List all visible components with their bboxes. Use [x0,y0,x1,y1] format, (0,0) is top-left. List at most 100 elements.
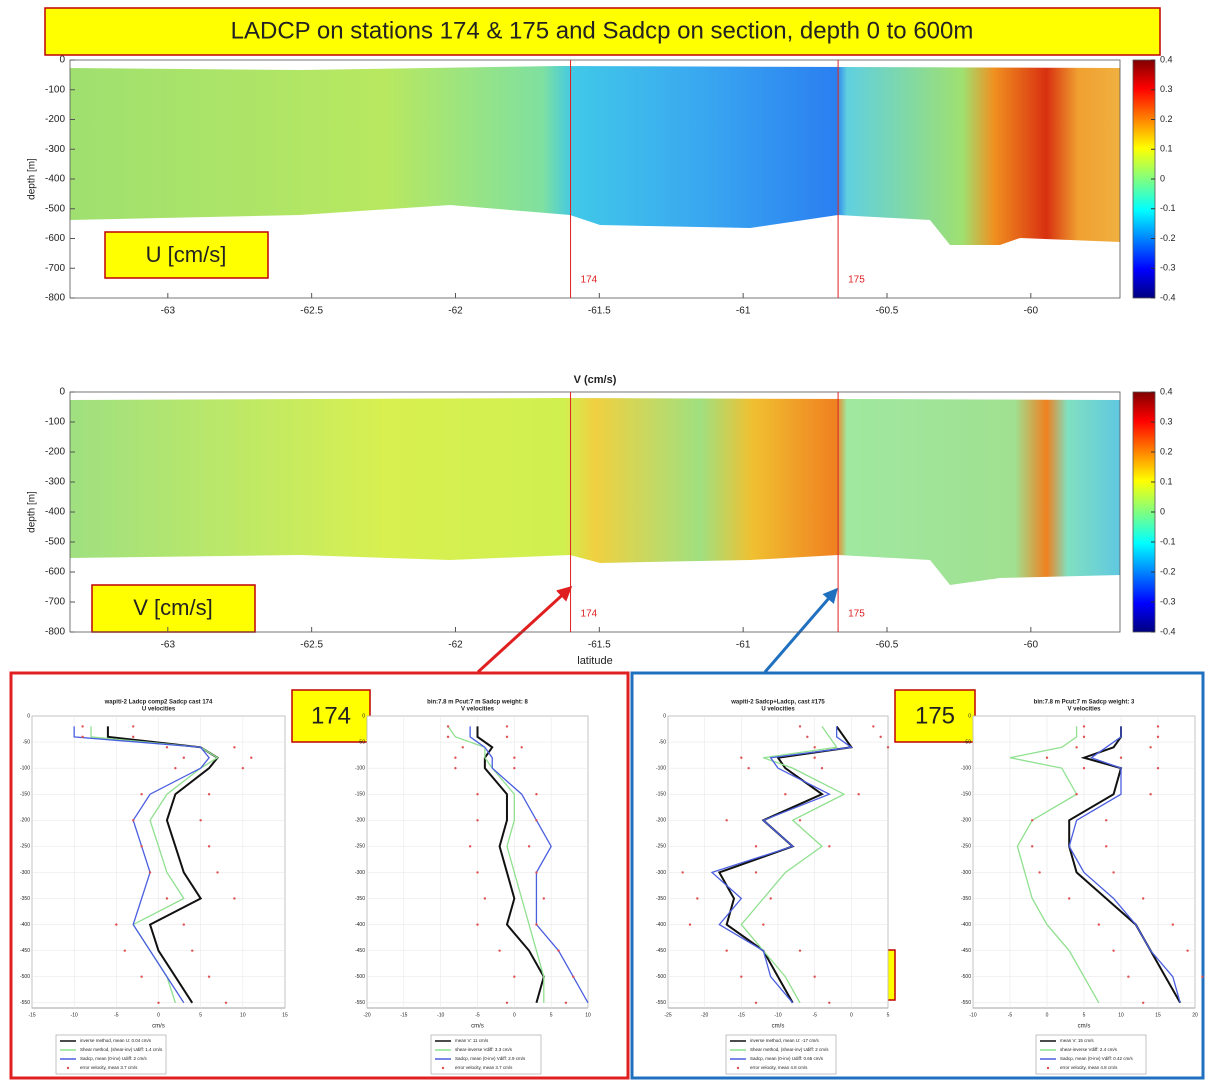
x-tick-label: 15 [282,1012,288,1018]
y-tick-label: -400 [45,174,65,185]
error-dot [564,1001,568,1004]
error-dot [81,735,84,739]
error-dot [1105,845,1108,848]
error-dot [1045,756,1049,759]
y-tick-label: -50 [23,739,30,745]
x-tick-label: -62 [448,640,463,651]
error-dot [1186,949,1189,952]
legend-label: Sadcp, mean (0-inv) Vdiff: 2.9 cm/s [455,1056,526,1061]
error-dot [1156,735,1160,739]
error-dot [513,756,516,759]
x-tick-label: -61 [736,306,751,317]
error-dot [1031,845,1034,848]
error-dot [182,756,185,759]
error-dot [250,756,253,759]
error-dot [446,735,450,739]
x-tick-label: 20 [1192,1012,1198,1018]
error-dot [872,725,875,728]
x-tick-label: -62.5 [300,306,323,317]
error-dot [725,949,728,952]
frame-175 [630,671,1205,1080]
x-tick-label: -10 [71,1012,78,1018]
error-dot [828,845,831,848]
y-tick-label: -450 [355,948,365,954]
colorbar-tick-label: 0.2 [1160,446,1173,456]
legend-label: Sadcp, mean (0-inv) Udiff: 0.65 cm/s [750,1056,824,1061]
y-tick-label: -150 [20,792,30,798]
y-tick-label: -350 [961,896,971,902]
error-dot [1075,746,1078,749]
x-tick-label: -61 [736,640,751,651]
error-dot [1201,975,1204,978]
colorbar-tick-label: 0 [1160,506,1165,516]
y-tick-label: -50 [964,739,971,745]
x-axis-label: cm/s [152,1024,165,1030]
profile-line [447,726,545,1003]
panel-title: V (cm/s) [574,374,617,386]
colorbar-tick-label: 0.3 [1160,84,1173,94]
y-tick-label: -350 [656,896,666,902]
error-dot [747,766,750,770]
title: LADCP on stations 174 & 175 and Sadcp on… [231,17,974,44]
x-tick-label: 0 [157,1012,160,1018]
badge-box [894,689,976,743]
error-dot [688,923,692,926]
legend-label: shear-inverse Vdiff: 3.3 cm/s [455,1047,513,1052]
error-dot [132,735,135,739]
error-dot [769,897,772,900]
y-tick-label: -450 [961,948,971,954]
y-tick-label: -600 [45,233,65,244]
error-dot [886,746,890,749]
error-dot [1112,871,1115,874]
x-tick-label: 5 [1083,1012,1086,1018]
badge-box [91,584,256,633]
y-tick-label: -400 [961,922,971,928]
y-tick-label: -300 [45,477,65,488]
panel-subtitle: U velocities [142,707,176,713]
error-dot [572,975,575,978]
y-tick-label: -550 [656,1000,666,1006]
error-dot [557,949,560,952]
colorbar-tick-label: -0.2 [1160,233,1176,243]
y-tick-label: -100 [45,417,65,428]
error-dot [820,766,824,770]
error-dot [123,949,126,952]
error-dot [740,975,743,978]
error-dot [140,975,143,978]
error-dot [216,871,219,874]
error-dot [454,756,457,759]
error-dot [828,1001,831,1004]
error-dot [140,793,143,796]
y-tick-label: 0 [968,713,971,719]
error-dot [233,746,236,749]
error-dot [132,725,135,728]
legend-swatch [441,1066,445,1070]
y-tick-label: -50 [358,739,365,745]
y-tick-label: -100 [45,84,65,95]
y-tick-label: -500 [45,537,65,548]
y-tick-label: -200 [961,818,971,824]
error-dot [1127,975,1130,978]
x-axis-label: cm/s [1078,1024,1091,1030]
x-tick-label: -20 [363,1012,370,1018]
y-tick-label: -100 [355,765,365,771]
y-tick-label: 0 [59,55,65,66]
error-dot [207,845,211,848]
error-dot [1082,735,1086,739]
profile-line [1009,726,1100,1004]
y-tick-label: -350 [355,896,365,902]
y-tick-label: -800 [45,627,65,638]
x-tick-label: -10 [774,1012,781,1018]
error-dot [754,1001,758,1004]
error-dot [476,923,479,926]
y-tick-label: -250 [20,844,30,850]
error-dot [681,871,684,874]
error-dot [1038,871,1041,874]
y-tick-label: -700 [45,597,65,608]
error-dot [1149,793,1152,796]
badge: U [cm/s] [146,242,227,267]
error-dot [476,871,479,874]
x-tick-label: -15 [400,1012,407,1018]
y-tick-label: 0 [27,713,30,719]
